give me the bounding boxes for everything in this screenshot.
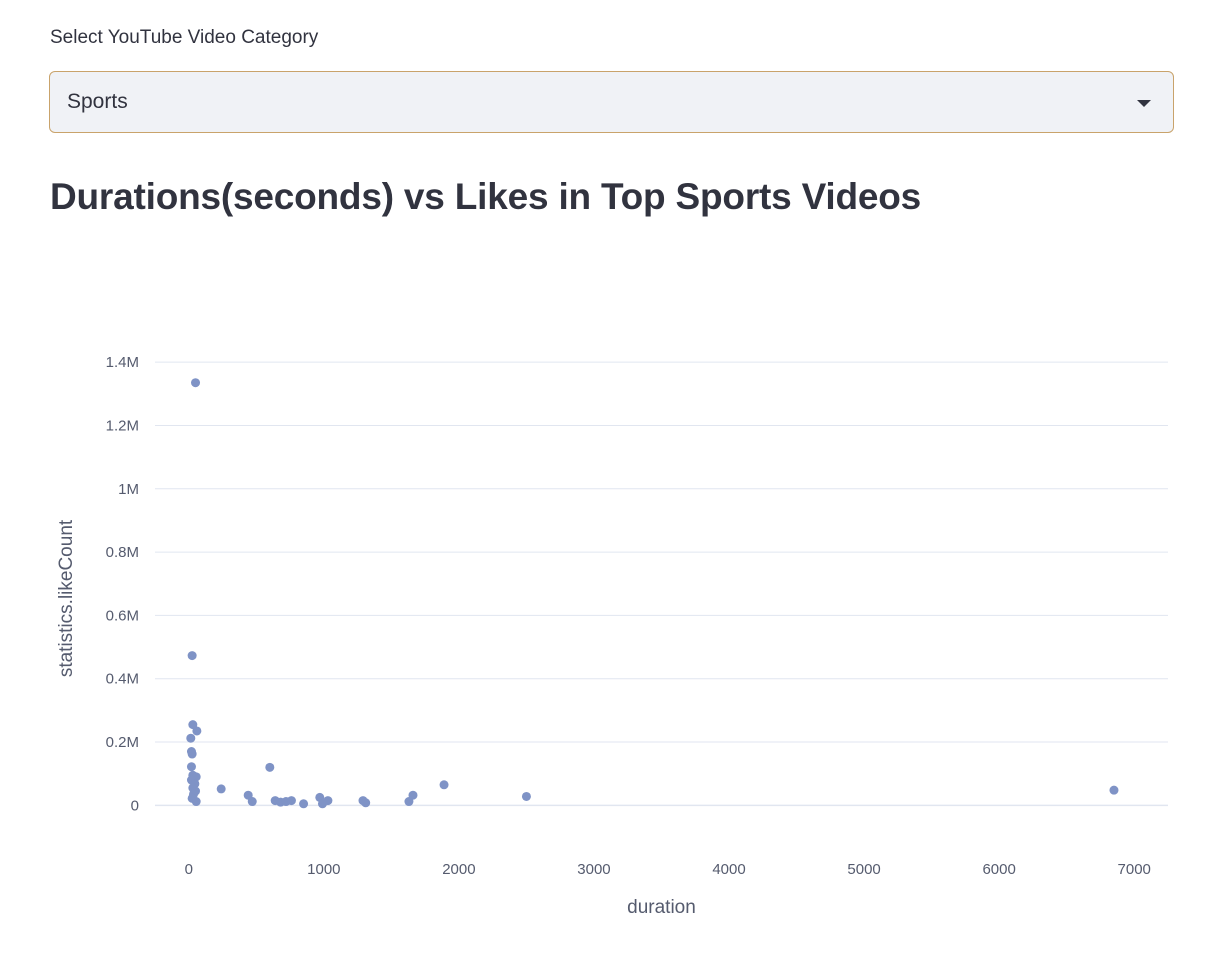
scatter-point[interactable] [216, 784, 226, 794]
scatter-point[interactable] [299, 799, 309, 809]
y-tick-label: 0.2M [106, 734, 139, 751]
scatter-point[interactable] [286, 796, 296, 806]
x-tick-label: 6000 [982, 861, 1015, 878]
category-select-value: Sports [67, 90, 128, 113]
x-axis-title: duration [627, 897, 696, 918]
y-tick-label: 0.8M [106, 544, 139, 561]
x-tick-label: 4000 [712, 861, 745, 878]
y-tick-label: 0.6M [106, 607, 139, 624]
scatter-point[interactable] [323, 796, 333, 806]
y-tick-label: 0.4M [106, 671, 139, 688]
x-tick-label: 2000 [442, 861, 475, 878]
chart-gridlines [155, 361, 1168, 807]
chart-points [186, 378, 1119, 809]
page-title: Durations(seconds) vs Likes in Top Sport… [50, 176, 922, 217]
scatter-point[interactable] [191, 378, 201, 388]
x-tick-label: 5000 [847, 861, 880, 878]
scatter-point[interactable] [247, 797, 257, 807]
category-select-label: Select YouTube Video Category [50, 27, 319, 48]
scatter-point[interactable] [186, 762, 196, 772]
y-tick-label: 0 [131, 797, 139, 814]
y-axis-ticks: 0 0.2M 0.4M 0.6M 0.8M 1M 1.2M 1.4M [106, 354, 139, 814]
x-tick-label: 3000 [577, 861, 610, 878]
x-axis-ticks: 0 1000 2000 3000 4000 5000 6000 7000 [185, 861, 1151, 878]
scatter-point[interactable] [439, 780, 449, 790]
y-axis-title: statistics.likeCount [56, 519, 77, 677]
scatter-point[interactable] [265, 762, 275, 772]
y-tick-label: 1.2M [106, 417, 139, 434]
scatter-point[interactable] [408, 790, 418, 800]
category-select[interactable]: Sports [49, 71, 1174, 133]
scatter-point[interactable] [361, 798, 371, 808]
scatter-point[interactable] [191, 797, 201, 807]
x-tick-label: 7000 [1118, 861, 1151, 878]
chevron-down-icon[interactable] [1137, 100, 1151, 107]
x-tick-label: 1000 [307, 861, 340, 878]
scatter-point[interactable] [186, 733, 196, 743]
y-tick-label: 1.4M [106, 354, 139, 371]
scatter-point[interactable] [187, 749, 197, 759]
scatter-point[interactable] [1109, 785, 1119, 795]
scatter-point[interactable] [187, 651, 197, 661]
scatter-point[interactable] [192, 726, 202, 736]
y-tick-label: 1M [118, 481, 139, 498]
scatter-point[interactable] [521, 791, 531, 801]
x-tick-label: 0 [185, 861, 193, 878]
